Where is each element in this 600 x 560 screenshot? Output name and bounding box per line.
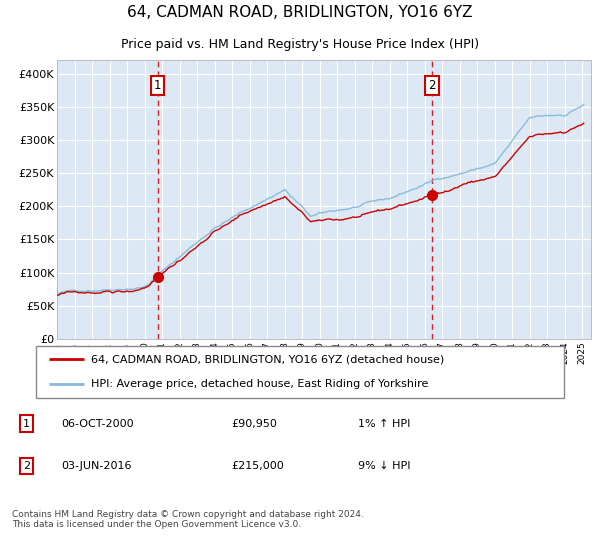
- Text: £90,950: £90,950: [231, 418, 277, 428]
- Text: 2: 2: [23, 461, 30, 471]
- Text: Contains HM Land Registry data © Crown copyright and database right 2024.
This d: Contains HM Land Registry data © Crown c…: [12, 510, 364, 529]
- Text: 1: 1: [154, 79, 161, 92]
- Text: £215,000: £215,000: [231, 461, 284, 471]
- Text: 64, CADMAN ROAD, BRIDLINGTON, YO16 6YZ: 64, CADMAN ROAD, BRIDLINGTON, YO16 6YZ: [127, 6, 473, 20]
- Text: 1: 1: [23, 418, 30, 428]
- Text: 03-JUN-2016: 03-JUN-2016: [61, 461, 131, 471]
- Text: 2: 2: [428, 79, 436, 92]
- Text: 9% ↓ HPI: 9% ↓ HPI: [358, 461, 410, 471]
- Text: 64, CADMAN ROAD, BRIDLINGTON, YO16 6YZ (detached house): 64, CADMAN ROAD, BRIDLINGTON, YO16 6YZ (…: [91, 354, 445, 364]
- Text: 1% ↑ HPI: 1% ↑ HPI: [358, 418, 410, 428]
- Text: HPI: Average price, detached house, East Riding of Yorkshire: HPI: Average price, detached house, East…: [91, 379, 429, 389]
- Text: Price paid vs. HM Land Registry's House Price Index (HPI): Price paid vs. HM Land Registry's House …: [121, 38, 479, 50]
- Text: 06-OCT-2000: 06-OCT-2000: [61, 418, 134, 428]
